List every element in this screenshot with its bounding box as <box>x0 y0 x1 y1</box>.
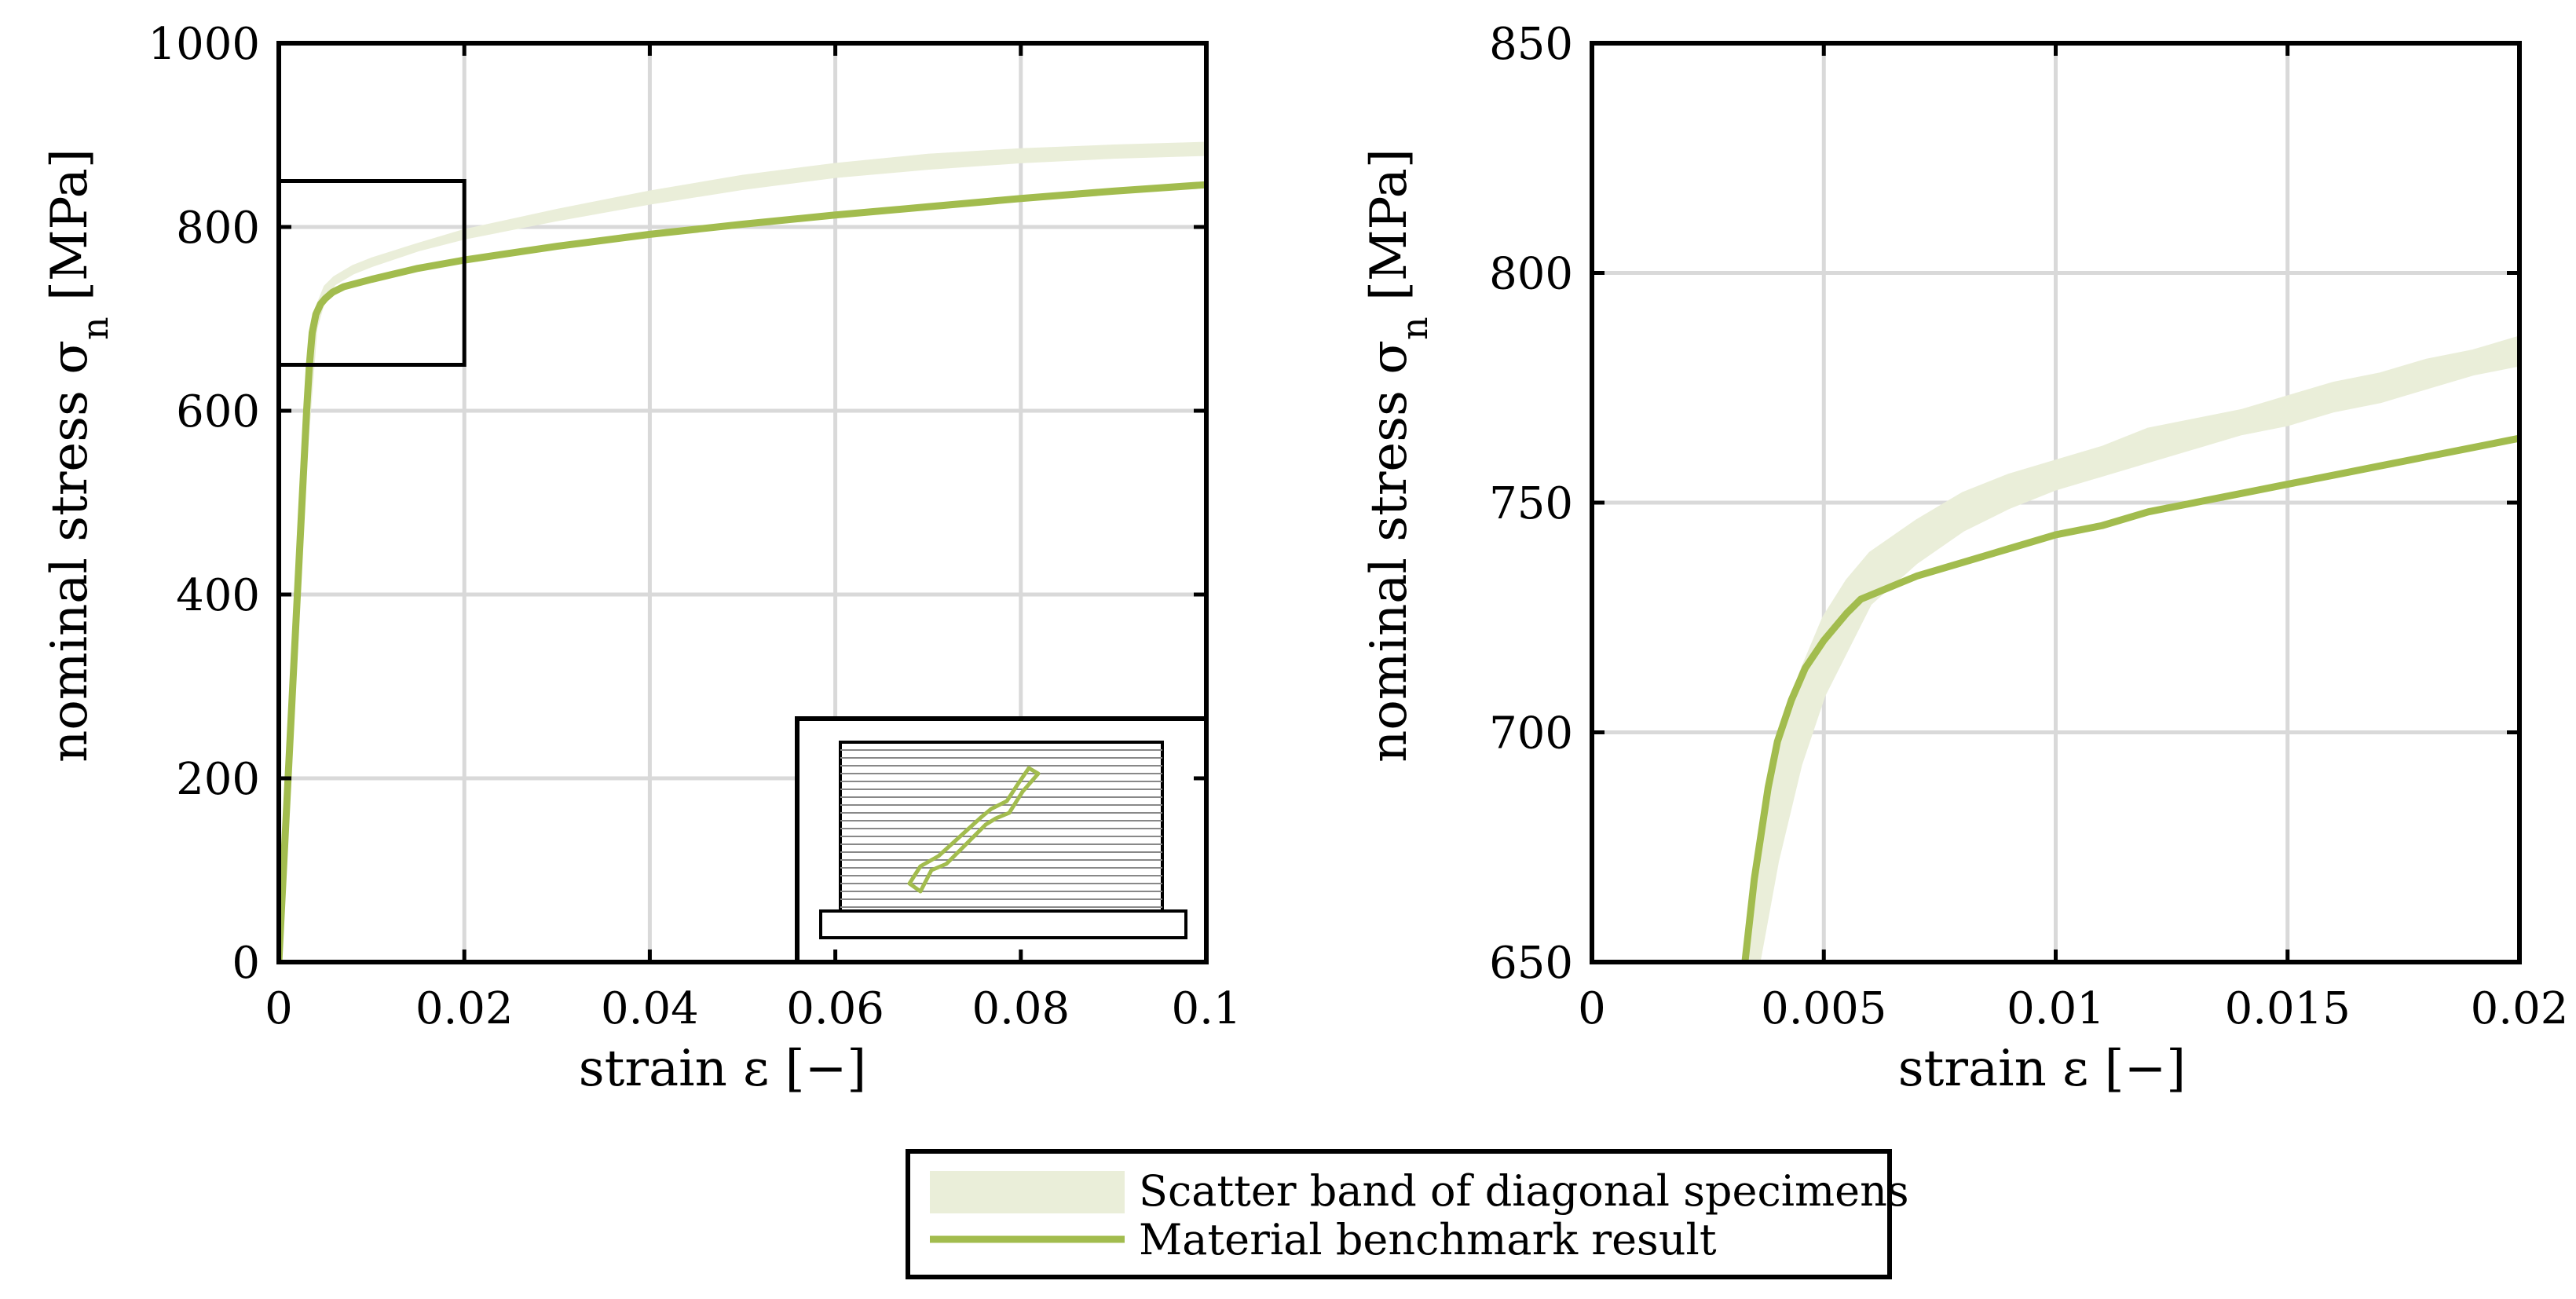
scatter-band <box>279 141 1206 962</box>
zoom-region-box <box>276 179 467 367</box>
benchmark-line <box>279 181 1206 962</box>
x-tick-label: 0.08 <box>971 983 1070 1034</box>
grid-lines <box>1592 43 2519 962</box>
tick-marks <box>276 41 1209 964</box>
chart-zoomed-range: 0 0.005 0.01 0.015 0.02 650 700 750 800 850 strai… <box>1360 19 2568 1098</box>
y-tick-label: 800 <box>1489 249 1573 300</box>
y-tick-label: 200 <box>176 754 260 805</box>
x-tick-label: 0.02 <box>2471 983 2569 1034</box>
x-tick-label: 0 <box>1578 983 1606 1034</box>
tick-labels: 0 0.005 0.01 0.015 0.02 650 700 750 800 850 <box>1489 19 2568 1034</box>
series-layer <box>279 141 1206 962</box>
specimen-inset <box>795 716 1209 964</box>
y-tick-label: 600 <box>176 386 260 437</box>
y-axis-label: nominal stress σn [MPa] <box>1360 148 1436 763</box>
layer-stack-icon <box>839 741 1164 913</box>
x-tick-label: 0.02 <box>415 983 514 1034</box>
x-tick-label: 0.04 <box>601 983 699 1034</box>
tick-labels: 0 0.02 0.04 0.06 0.08 0.1 0 200 400 600 800 1000 <box>148 19 1241 1034</box>
series-layer <box>1741 335 2519 962</box>
x-tick-label: 0.1 <box>1171 983 1241 1034</box>
scatter-band <box>1747 335 2519 962</box>
diagonal-specimen-icon <box>907 766 1041 894</box>
x-tick-label: 0.005 <box>1761 983 1886 1034</box>
y-tick-label: 850 <box>1489 19 1573 70</box>
legend-swatch-band <box>930 1171 1125 1213</box>
x-axis-label: strain ε [−] <box>1898 1040 2186 1098</box>
y-tick-label: 400 <box>176 570 260 621</box>
build-plate-icon <box>819 909 1187 939</box>
x-tick-label: 0.01 <box>2007 983 2105 1034</box>
y-tick-label: 750 <box>1489 478 1573 529</box>
x-axis-label: strain ε [−] <box>579 1040 866 1098</box>
y-tick-label: 0 <box>232 938 260 989</box>
axes-frame <box>276 41 1209 964</box>
benchmark-line <box>1741 434 2519 962</box>
x-tick-label: 0.015 <box>2225 983 2351 1034</box>
legend: Scatter band of diagonal specimens Mater… <box>906 1149 1909 1279</box>
x-tick-label: 0.06 <box>786 983 884 1034</box>
chart-full-range: 0 0.02 0.04 0.06 0.08 0.1 0 200 400 600 800 1000 st… <box>41 19 1242 1098</box>
x-tick-label: 0 <box>265 983 293 1034</box>
tick-marks <box>1590 41 2522 964</box>
legend-label-line: Material benchmark result <box>1139 1215 1717 1264</box>
legend-label-band: Scatter band of diagonal specimens <box>1139 1166 1909 1216</box>
y-tick-label: 650 <box>1489 938 1573 989</box>
y-axis-label: nominal stress σn [MPa] <box>41 148 116 763</box>
y-tick-label: 1000 <box>148 19 260 70</box>
extras-layer <box>276 179 1209 964</box>
y-tick-label: 700 <box>1489 708 1573 759</box>
y-tick-label: 800 <box>176 203 260 254</box>
